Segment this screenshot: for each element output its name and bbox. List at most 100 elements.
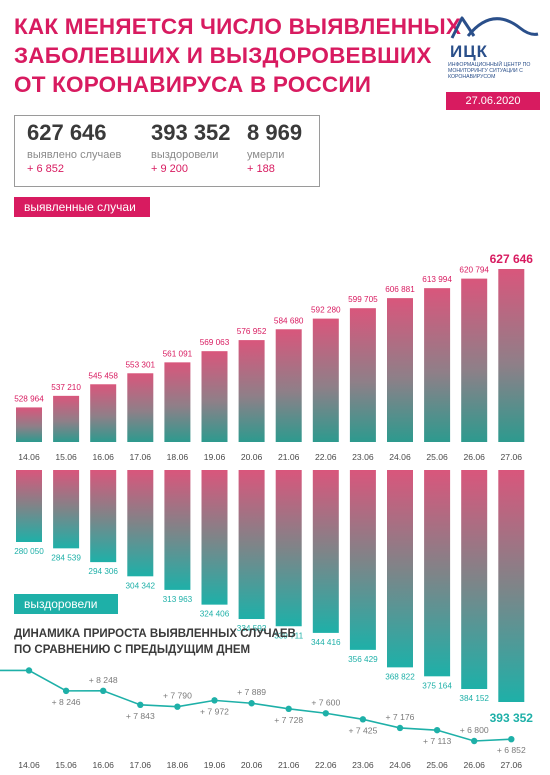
growth-title-line: ПО СРАВНЕНИЮ С ПРЕДЫДУЩИМ ДНЕМ [14, 644, 251, 656]
recovered-value-label: 280 050 [14, 547, 44, 556]
cases-bar [275, 329, 302, 442]
cases-x-tick: 16.06 [92, 452, 114, 462]
growth-x-tick: 22.06 [315, 760, 337, 770]
cases-x-tick: 25.06 [426, 452, 448, 462]
cases-bar [461, 278, 488, 442]
logo-icon [450, 16, 539, 39]
cases-bar [127, 373, 154, 442]
growth-point [285, 705, 292, 713]
growth-value-label: + 7 790 [163, 691, 192, 701]
cases-bar [312, 318, 339, 442]
recovered-bar [312, 470, 339, 633]
recovered-bar-chart: 280 050 284 539 294 306 304 342 313 963 324 4… [14, 470, 533, 725]
growth-x-tick: 16.06 [92, 760, 114, 770]
cases-bar [349, 308, 376, 442]
cases-value-label: 545 458 [88, 371, 118, 380]
growth-point [100, 687, 107, 695]
recovered-value-label: 368 822 [385, 672, 415, 681]
growth-x-tick: 21.06 [278, 760, 300, 770]
cases-value-label: 537 210 [51, 383, 81, 392]
growth-value-label: + 7 972 [200, 706, 229, 716]
cases-x-tick: 20.06 [241, 452, 263, 462]
growth-value-label: + 7 728 [274, 715, 303, 725]
growth-point [174, 703, 181, 710]
stat-value: 627 646 [27, 120, 107, 145]
cases-bar [498, 269, 525, 442]
cases-x-tick: 24.06 [389, 452, 411, 462]
recovered-bar [127, 470, 154, 577]
stats-panel: 627 646 выявлено случаев + 6 852 393 352… [14, 115, 320, 187]
cases-value-label: 584 680 [274, 316, 304, 325]
recovered-value-label: 375 164 [422, 681, 452, 690]
growth-x-tick: 20.06 [241, 760, 263, 770]
growth-value-label: + 7 889 [237, 687, 266, 697]
cases-value-label: 528 964 [14, 394, 44, 403]
title-line: КАК МЕНЯЕТСЯ ЧИСЛО ВЫЯВЛЕННЫХ [14, 14, 462, 39]
growth-value-label: + 7 843 [126, 711, 155, 721]
recovered-value-label: 313 963 [163, 595, 193, 604]
growth-x-tick: 24.06 [389, 760, 411, 770]
cases-bar [201, 351, 228, 442]
growth-point [471, 737, 478, 745]
cases-bar [387, 298, 413, 442]
stat-delta: + 188 [247, 163, 275, 175]
growth-point [62, 687, 70, 695]
growth-x-tick: 19.06 [204, 760, 226, 770]
growth-value-label: + 7 600 [311, 697, 340, 707]
cases-series-label: выявленные случаи [14, 197, 150, 217]
page-title: КАК МЕНЯЕТСЯ ЧИСЛО ВЫЯВЛЕННЫХ ЗАБОЛЕВШИХ… [14, 12, 462, 99]
cases-value-label: 561 091 [163, 349, 193, 358]
cases-x-tick: 26.06 [463, 452, 485, 462]
growth-x-tick: 18.06 [167, 760, 189, 770]
growth-point [322, 710, 329, 717]
recovered-bar [387, 470, 413, 668]
growth-x-tick: 17.06 [130, 760, 152, 770]
title-line: ЗАБОЛЕВШИХ И ВЫЗДОРОВЕВШИХ [14, 43, 432, 68]
cases-value-label: 576 952 [237, 327, 267, 336]
cases-bar [424, 288, 451, 442]
recovered-bar [53, 470, 80, 549]
logo-text: ИЦК [450, 42, 489, 61]
cases-bar [164, 362, 191, 442]
stat-value: 8 969 [247, 120, 303, 145]
stat-cases: 627 646 выявлено случаев + 6 852 [27, 120, 121, 175]
recovered-value-label: 304 342 [125, 581, 155, 590]
cases-total-label: 627 646 [490, 252, 534, 266]
growth-value-label: + 7 176 [386, 712, 415, 722]
stat-label: выявлено случаев [27, 149, 122, 161]
growth-point [359, 716, 367, 723]
growth-value-label: + 6 852 [497, 745, 526, 755]
cases-x-tick: 21.06 [278, 452, 300, 462]
growth-x-tick: 26.06 [463, 760, 485, 770]
cases-value-label: 613 994 [422, 275, 452, 284]
recovered-value-label: 284 539 [51, 553, 81, 562]
cases-value-label: 620 794 [459, 266, 489, 275]
stat-label: умерли [247, 149, 285, 161]
growth-x-tick: 14.06 [18, 760, 40, 770]
recovered-value-label: 384 152 [459, 694, 489, 703]
cases-value-label: 553 301 [125, 360, 155, 369]
cases-bar-chart: 528 964 14.06 537 210 15.06 545 458 16.06 553 … [14, 252, 533, 462]
recovered-bar [16, 470, 42, 542]
cases-x-tick: 15.06 [55, 452, 77, 462]
growth-x-tick: 23.06 [352, 760, 374, 770]
logo-subtitle: ИНФОРМАЦИОННЫЙ ЦЕНТР ПО МОНИТОРИНГУ СИТУ… [448, 62, 531, 81]
cases-x-tick: 18.06 [167, 452, 189, 462]
growth-point [211, 697, 218, 704]
stat-delta: + 9 200 [151, 163, 189, 175]
recovered-bar [498, 470, 525, 702]
cases-x-tick: 14.06 [18, 452, 40, 462]
growth-value-label: + 8 246 [52, 697, 81, 707]
growth-point [396, 724, 404, 732]
recovered-value-label: 339 711 [274, 631, 303, 640]
growth-chart-title: ДИНАМИКА ПРИРОСТА ВЫЯВЛЕННЫХ СЛУЧАЕВ ПО … [14, 626, 296, 658]
growth-x-tick: 27.06 [501, 760, 523, 770]
growth-line-chart: 14.06 + 8 246 15.06 + 8 248 16.06 + 7 843 17.0… [0, 667, 526, 770]
recovered-bar [424, 470, 451, 677]
growth-point [433, 726, 441, 734]
stat-recovered: 393 352 выздоровели + 9 200 [151, 120, 231, 175]
growth-value-label: + 6 800 [460, 725, 489, 735]
date-badge: 27.06.2020 [446, 92, 540, 110]
recovered-value-label: 344 416 [311, 638, 341, 647]
title-line: ОТ КОРОНАВИРУСА В РОССИИ [14, 72, 372, 97]
